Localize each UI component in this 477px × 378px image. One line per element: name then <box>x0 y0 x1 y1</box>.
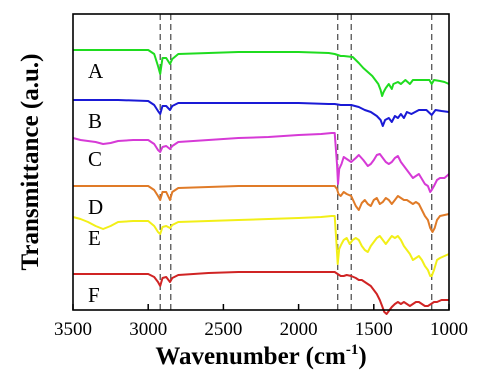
x-axis-label-tail: ) <box>358 343 366 370</box>
series-line-D <box>73 185 450 233</box>
x-tick-label: 3000 <box>129 319 167 340</box>
x-axis-ticks: 3500 3000 2500 2000 1500 1000 <box>54 304 468 340</box>
series-label-B: B <box>88 109 102 133</box>
series-line-A <box>73 49 450 97</box>
x-axis-label-superscript: -1 <box>346 342 359 358</box>
series-label-C: C <box>88 147 102 171</box>
series-label-D: D <box>88 195 103 219</box>
plot-frame <box>72 13 450 311</box>
series-label-E: E <box>88 226 101 250</box>
x-tick-label: 2000 <box>280 319 318 340</box>
series-label-F: F <box>88 283 100 307</box>
y-axis-label: Transmittance (a.u.) <box>17 54 44 271</box>
series-line-C <box>72 132 450 193</box>
x-tick-label: 1000 <box>430 319 468 340</box>
series-line-F <box>73 271 449 315</box>
series-label-A: A <box>88 59 104 83</box>
series-group <box>72 49 450 315</box>
series-line-B <box>73 99 450 127</box>
x-tick-label: 3500 <box>54 319 92 340</box>
x-axis-label-main: Wavenumber (cm <box>155 343 346 370</box>
x-tick-label: 2500 <box>204 319 242 340</box>
x-axis-label: Wavenumber (cm-1) <box>155 342 366 370</box>
series-line-E <box>72 215 450 277</box>
x-tick-label: 1500 <box>355 319 393 340</box>
